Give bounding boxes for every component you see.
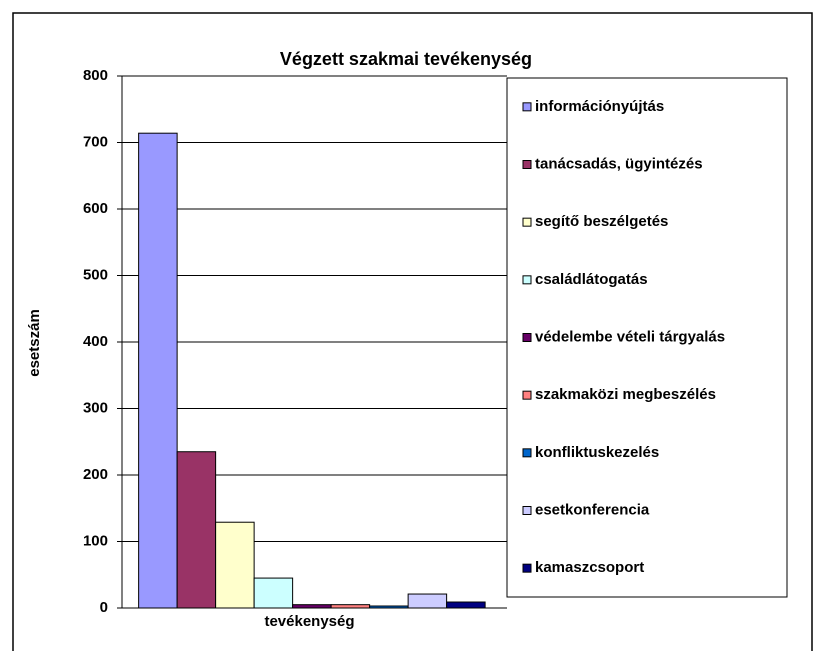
legend-swatch	[522, 563, 532, 573]
y-tick-label: 600	[83, 200, 108, 217]
x-tick-label: tevékenység	[264, 613, 354, 630]
legend-label: kamaszcsoport	[535, 559, 644, 576]
legend-label: védelembe vételi tárgyalás	[535, 328, 725, 345]
bar	[446, 601, 486, 609]
legend-swatch	[522, 160, 532, 169]
y-tick-label: 700	[83, 133, 108, 150]
legend-box	[506, 77, 788, 598]
legend-label: családlátogatás	[535, 271, 648, 288]
legend-label: tanácsadás, ügyintézés	[535, 155, 703, 172]
chart-title: Végzett szakmai tevékenység	[280, 49, 532, 69]
legend-label: információnyújtás	[535, 98, 664, 115]
bar	[253, 577, 294, 609]
legend-swatch	[522, 275, 532, 285]
legend-swatch	[522, 102, 532, 112]
legend-label: esetkonferencia	[535, 501, 650, 518]
legend-swatch	[522, 448, 532, 458]
y-tick-label: 400	[83, 333, 108, 350]
legend-swatch	[522, 333, 532, 342]
y-tick-label: 300	[83, 399, 108, 416]
y-tick-label: 800	[83, 67, 108, 84]
y-tick-label: 100	[83, 532, 108, 549]
y-axis-title: esetszám	[26, 309, 43, 377]
legend-swatch	[522, 390, 532, 400]
legend-label: segítő beszélgetés	[535, 213, 668, 230]
bar	[176, 451, 217, 609]
legend-label: szakmaközi megbeszélés	[535, 386, 716, 403]
legend-swatch	[522, 217, 532, 227]
legend-label: konfliktuskezelés	[535, 444, 659, 461]
y-tick-label: 0	[100, 599, 108, 616]
bar	[407, 593, 448, 609]
bar	[138, 132, 178, 609]
bar	[215, 521, 255, 609]
y-tick-label: 200	[83, 466, 108, 483]
y-tick-label: 500	[83, 266, 108, 283]
legend-swatch	[522, 506, 532, 515]
